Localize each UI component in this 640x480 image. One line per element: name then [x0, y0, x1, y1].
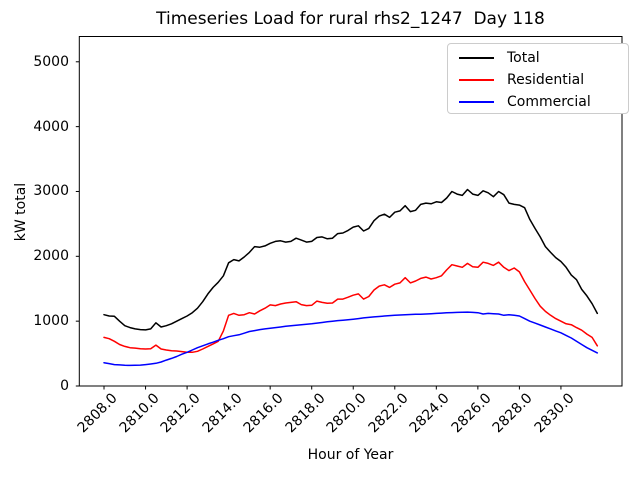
y-tick-label-4000: 4000: [33, 118, 69, 135]
legend-line-sample-total: [459, 57, 494, 59]
y-tick-label-1000: 1000: [33, 313, 69, 330]
legend-label-total: Total: [507, 50, 540, 66]
legend-line-sample-commercial: [459, 101, 494, 103]
y-tick-label-3000: 3000: [33, 183, 69, 200]
legend-entry-commercial: Commercial: [459, 91, 628, 113]
x-axis-label: Hour of Year: [307, 447, 394, 463]
legend-entry-total: Total: [459, 47, 628, 69]
y-tick-label-5000: 5000: [33, 53, 69, 70]
legend-line-sample-residential: [459, 79, 494, 81]
legend-entry-residential: Residential: [459, 69, 628, 91]
legend-label-commercial: Commercial: [507, 94, 591, 110]
chart-title: Timeseries Load for rural rhs2_1247 Day …: [156, 9, 545, 29]
axes-frame: [78, 36, 623, 387]
legend-label-residential: Residential: [507, 72, 585, 88]
legend: Total Residential Commercial: [447, 43, 629, 114]
series-line-total: [103, 188, 599, 331]
series-line-commercial: [103, 311, 599, 367]
y-tick-label-2000: 2000: [33, 248, 69, 265]
series-line-residential: [103, 261, 599, 354]
y-tick-label-0: 0: [60, 378, 69, 394]
